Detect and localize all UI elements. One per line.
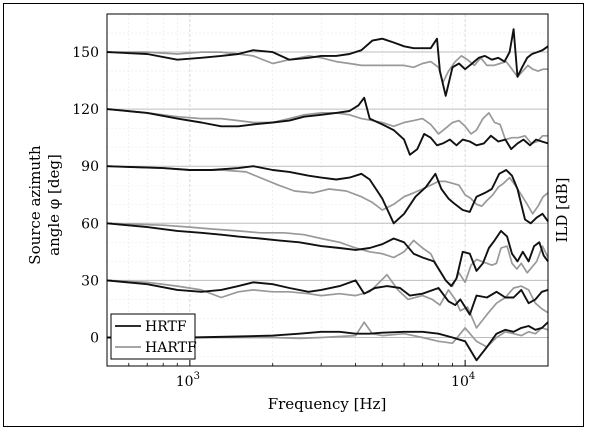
y-tick-label: 150 — [72, 45, 99, 61]
hrtf-line-90 — [106, 165, 549, 225]
series-lines — [106, 28, 549, 362]
hartf-line-30 — [106, 273, 549, 329]
legend: HRTF HARTF — [110, 313, 197, 360]
y-axis-label-line1: Source azimuth — [26, 145, 44, 265]
hrtf-line-150 — [106, 28, 549, 97]
x-tick-label: 103 — [176, 371, 200, 390]
hartf-line-0 — [107, 321, 549, 348]
x-tick-label: 104 — [451, 371, 475, 390]
y-tick-labels: 0 30 60 90 120 150 — [72, 45, 99, 346]
y-tick-label: 60 — [81, 216, 99, 232]
x-tick-labels: 103 104 — [176, 371, 475, 390]
hrtf-line-30 — [106, 279, 549, 316]
legend-label-hartf: HARTF — [145, 340, 197, 356]
y-tick-label: 0 — [90, 330, 99, 346]
minor-grid — [106, 14, 549, 366]
hartf-line-60 — [106, 222, 549, 287]
chart-frame — [3, 3, 584, 427]
hrtf-line-0 — [107, 321, 549, 362]
y-tick-label: 90 — [81, 159, 99, 175]
major-grid — [107, 14, 548, 366]
legend-box — [110, 313, 196, 360]
hartf-line-150 — [107, 51, 548, 84]
hrtf-line-60 — [106, 222, 549, 288]
y-tick-label: 120 — [72, 102, 99, 118]
hrtf-line-120 — [106, 96, 549, 156]
hartf-line-90 — [106, 165, 549, 215]
y-tick-label: 30 — [81, 273, 99, 289]
y-axis-label-line2: angle φ [deg] — [45, 154, 63, 256]
legend-label-hrtf: HRTF — [145, 319, 187, 335]
right-axis-label: ILD [dB] — [553, 177, 571, 242]
plot-area-border — [106, 13, 549, 367]
x-axis-label: Frequency [Hz] — [268, 395, 387, 413]
